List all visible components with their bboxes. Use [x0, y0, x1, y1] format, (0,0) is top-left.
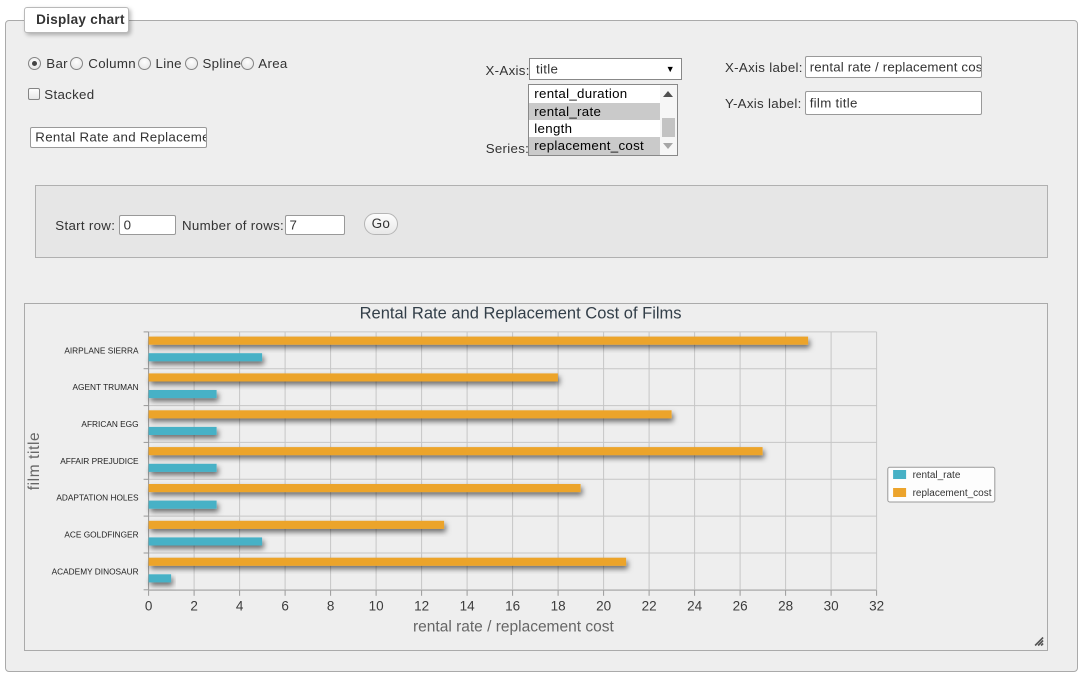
svg-text:22: 22 — [642, 599, 657, 614]
svg-text:12: 12 — [414, 599, 429, 614]
svg-text:AGENT TRUMAN: AGENT TRUMAN — [73, 382, 139, 392]
svg-text:32: 32 — [869, 599, 884, 614]
svg-text:30: 30 — [824, 599, 839, 614]
svg-text:18: 18 — [551, 599, 566, 614]
svg-text:AFFAIR PREJUDICE: AFFAIR PREJUDICE — [61, 456, 140, 466]
svg-text:rental rate / replacement cost: rental rate / replacement cost — [413, 618, 614, 635]
svg-text:replacement_cost: replacement_cost — [913, 488, 992, 499]
svg-text:20: 20 — [596, 599, 611, 614]
svg-text:16: 16 — [505, 599, 520, 614]
svg-text:Rental Rate and Replacement Co: Rental Rate and Replacement Cost of Film… — [360, 305, 682, 323]
svg-text:24: 24 — [687, 599, 703, 614]
svg-text:2: 2 — [191, 599, 199, 614]
svg-text:ACE GOLDFINGER: ACE GOLDFINGER — [65, 530, 139, 540]
svg-text:rental_rate: rental_rate — [913, 470, 961, 481]
svg-text:AFRICAN EGG: AFRICAN EGG — [82, 419, 139, 429]
svg-text:14: 14 — [460, 599, 476, 614]
svg-text:ADAPTATION HOLES: ADAPTATION HOLES — [57, 493, 140, 503]
svg-text:AIRPLANE SIERRA: AIRPLANE SIERRA — [65, 345, 140, 355]
svg-text:10: 10 — [369, 599, 384, 614]
svg-text:8: 8 — [327, 599, 335, 614]
svg-text:ACADEMY DINOSAUR: ACADEMY DINOSAUR — [52, 566, 139, 576]
svg-text:0: 0 — [145, 599, 153, 614]
svg-text:6: 6 — [282, 599, 290, 614]
svg-text:26: 26 — [733, 599, 748, 614]
svg-text:28: 28 — [778, 599, 793, 614]
svg-text:4: 4 — [236, 599, 244, 614]
svg-text:film title: film title — [26, 432, 43, 491]
